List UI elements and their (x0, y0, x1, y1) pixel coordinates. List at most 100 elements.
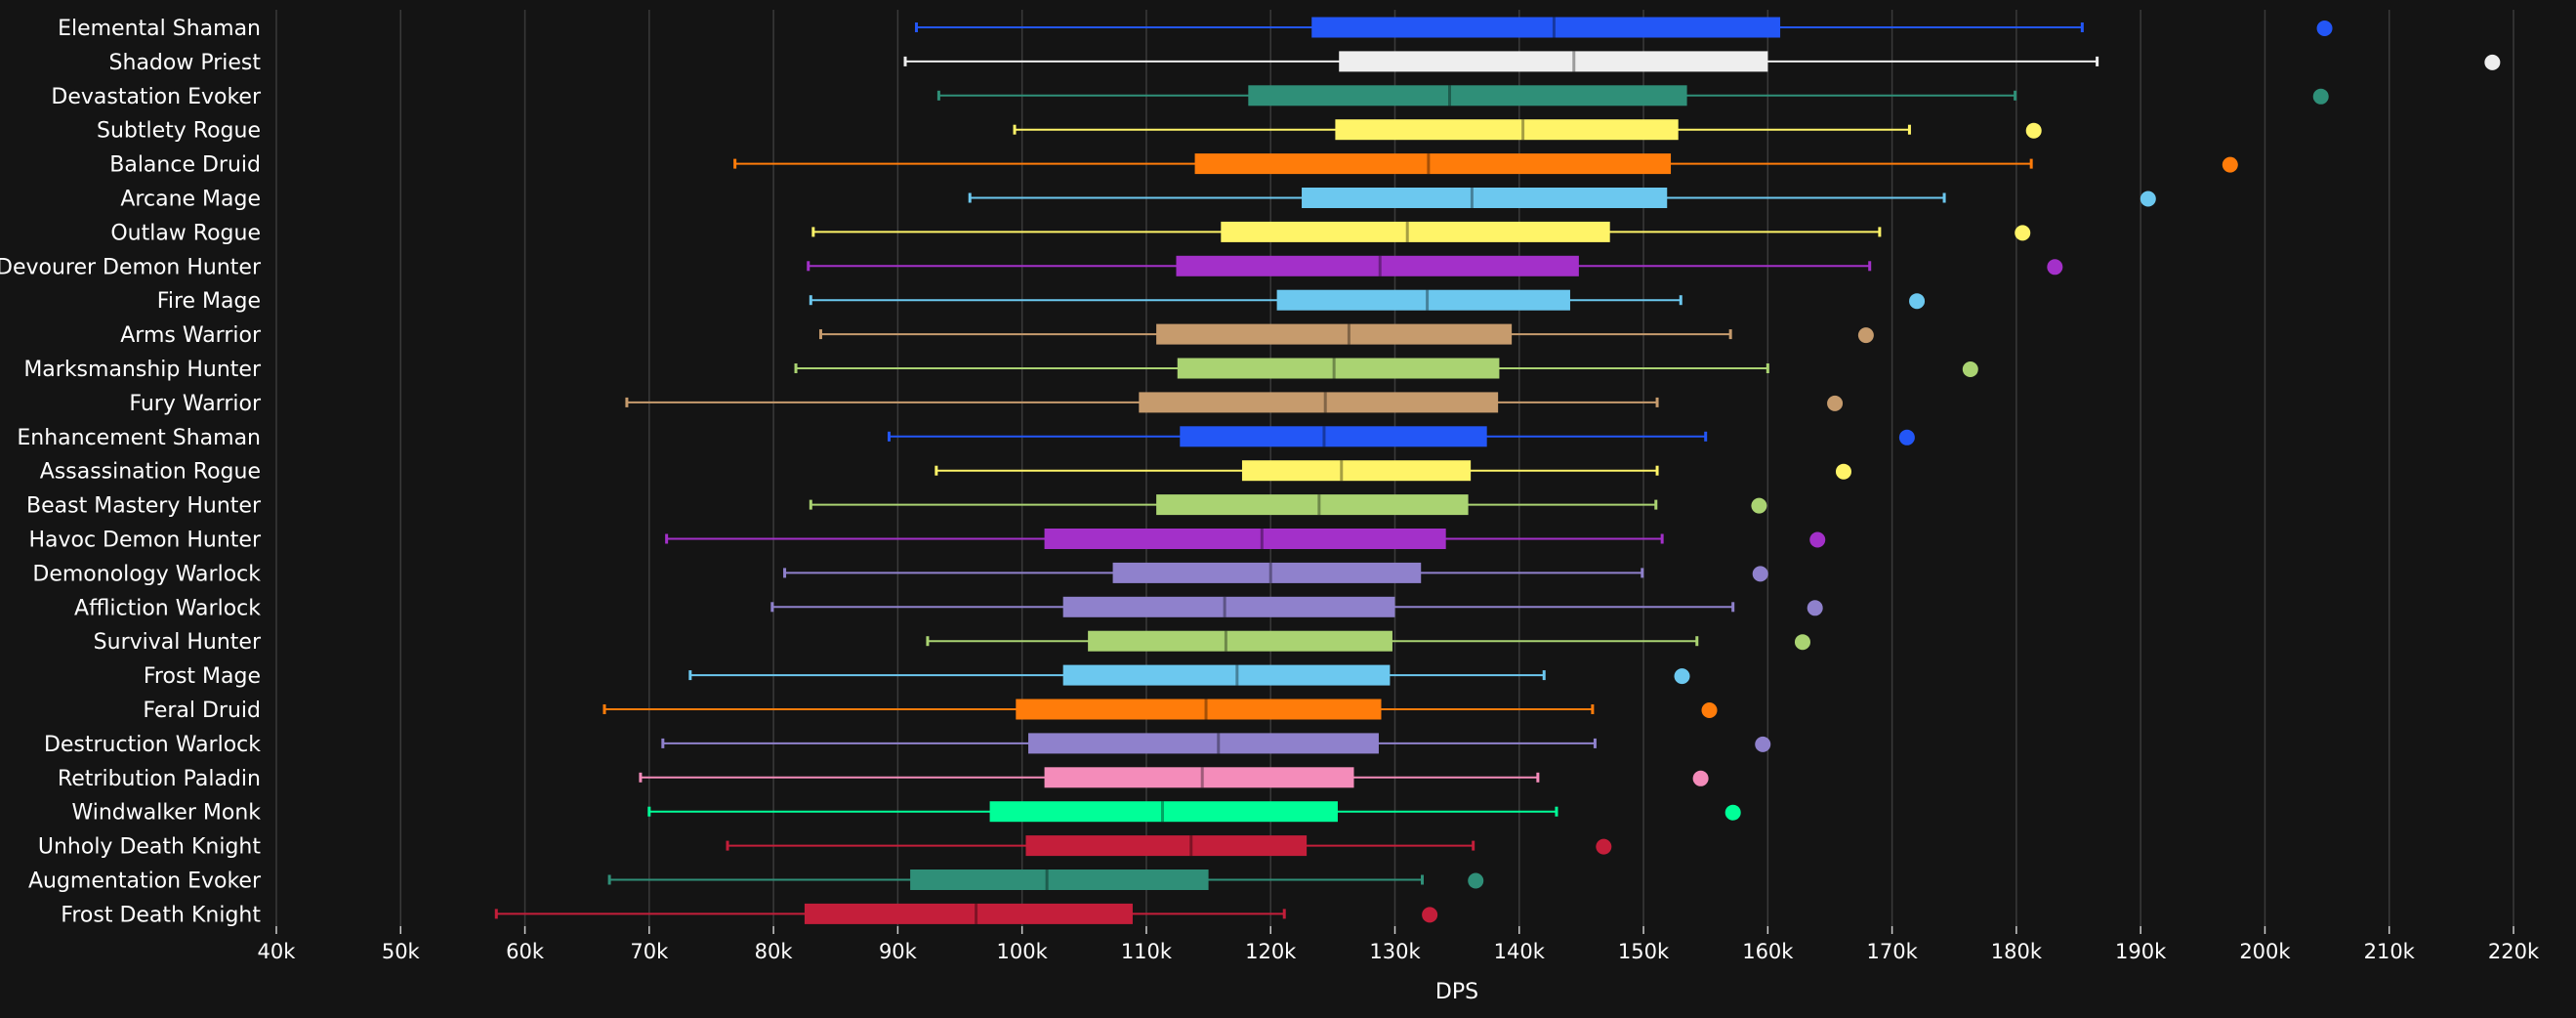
iqr-box (1276, 289, 1570, 311)
box-row (602, 699, 1718, 720)
x-tick-label: 110k (1121, 940, 1173, 963)
box-row (688, 664, 1690, 686)
y-category-label: Augmentation Evoker (28, 870, 262, 894)
x-tick-label: 140k (1494, 940, 1546, 963)
iqr-box (1156, 494, 1469, 516)
x-tick-label: 70k (630, 940, 669, 963)
y-category-label: Destruction Warlock (44, 733, 261, 757)
iqr-box (1044, 529, 1446, 549)
box-row (494, 903, 1438, 924)
outlier-point (1701, 702, 1718, 718)
outlier-point (1724, 804, 1741, 821)
box-row (726, 835, 1612, 857)
x-tick-label: 160k (1742, 940, 1794, 963)
outlier-point (2025, 122, 2042, 139)
outlier-point (1755, 736, 1771, 752)
outlier-point (1596, 838, 1612, 855)
iqr-box (1176, 255, 1579, 276)
x-tick-label: 190k (2115, 940, 2167, 963)
outlier-point (2047, 259, 2063, 276)
outlier-point (1809, 531, 1826, 548)
iqr-box (1028, 733, 1379, 754)
iqr-box (1194, 153, 1672, 175)
iqr-box (1302, 188, 1668, 208)
box-row (809, 289, 1926, 311)
x-tick-label: 120k (1245, 940, 1297, 963)
x-tick-label: 80k (755, 940, 794, 963)
iqr-box (1311, 17, 1781, 38)
box-row (807, 255, 2063, 276)
box-row (903, 51, 2501, 72)
box-row (809, 494, 1767, 516)
y-category-label: Devourer Demon Hunter (0, 255, 262, 279)
y-category-label: Shadow Priest (109, 51, 262, 75)
x-tick-label: 100k (997, 940, 1049, 963)
y-category-label: Arms Warrior (120, 323, 262, 348)
y-category-label: Fury Warrior (129, 392, 262, 416)
iqr-box (1339, 51, 1768, 72)
y-category-label: Unholy Death Knight (38, 835, 261, 860)
outlier-point (2484, 54, 2501, 70)
y-category-label: Devastation Evoker (51, 85, 262, 109)
box-row (647, 801, 1741, 823)
x-tick-label: 40k (258, 940, 297, 963)
box-row (811, 221, 2031, 242)
y-category-label: Beast Mastery Hunter (26, 494, 262, 519)
outlier-point (1468, 872, 1484, 889)
iqr-box (1335, 119, 1679, 141)
box-row (926, 630, 1810, 652)
y-category-label: Arcane Mage (120, 188, 261, 212)
iqr-box (1062, 664, 1391, 686)
outlier-point (2140, 191, 2156, 207)
outlier-point (2222, 156, 2238, 173)
x-tick-label: 170k (1866, 940, 1918, 963)
y-category-label: Enhancement Shaman (17, 426, 261, 450)
outlier-point (1751, 497, 1767, 514)
outlier-point (1827, 395, 1844, 411)
box-row (968, 188, 2156, 208)
outlier-point (1909, 293, 1926, 310)
outlier-point (1898, 429, 1915, 445)
box-row (770, 596, 1823, 617)
y-category-label: Marksmanship Hunter (23, 358, 262, 382)
box-row (936, 85, 2329, 106)
iqr-box (1221, 221, 1610, 242)
box-row (661, 733, 1771, 754)
y-category-label: Affliction Warlock (74, 596, 261, 620)
y-category-label: Frost Mage (144, 664, 261, 689)
outlier-point (1692, 770, 1709, 786)
iqr-box (1177, 358, 1500, 379)
box-row (665, 529, 1826, 549)
y-category-label: Frost Death Knight (61, 903, 261, 927)
iqr-box (989, 801, 1338, 823)
box-row (935, 460, 1851, 482)
y-category-label: Havoc Demon Hunter (28, 529, 261, 553)
x-tick-label: 50k (382, 940, 421, 963)
y-category-label: Subtlety Rogue (97, 119, 261, 144)
y-category-label: Survival Hunter (94, 630, 262, 655)
x-tick-label: 200k (2239, 940, 2291, 963)
outlier-point (2312, 88, 2329, 105)
y-category-label: Elemental Shaman (58, 17, 261, 41)
iqr-box (910, 870, 1209, 890)
y-category-label: Feral Druid (143, 699, 261, 723)
x-tick-label: 210k (2364, 940, 2416, 963)
outlier-point (1752, 566, 1768, 582)
y-category-label: Demonology Warlock (32, 562, 261, 586)
outlier-point (1794, 634, 1810, 651)
x-tick-label: 220k (2488, 940, 2540, 963)
box-row (914, 17, 2333, 38)
iqr-box (804, 903, 1133, 924)
box-row (818, 323, 1874, 345)
box-row (887, 426, 1915, 447)
y-category-label: Windwalker Monk (71, 801, 261, 826)
iqr-box (1139, 392, 1499, 413)
x-tick-label: 60k (506, 940, 545, 963)
iqr-box (1180, 426, 1487, 447)
outlier-point (1835, 463, 1851, 480)
outlier-point (1422, 907, 1438, 923)
outlier-point (1962, 361, 1978, 377)
outlier-point (2015, 225, 2031, 241)
x-tick-label: 150k (1618, 940, 1670, 963)
